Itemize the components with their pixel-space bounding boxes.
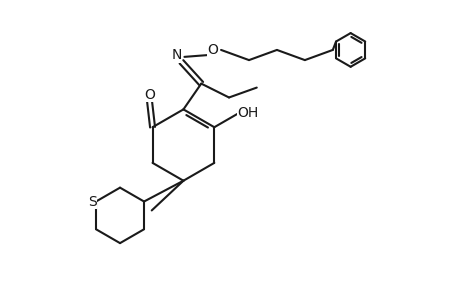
Text: OH: OH <box>237 106 258 120</box>
Text: O: O <box>207 43 218 57</box>
Text: N: N <box>171 48 181 62</box>
Text: S: S <box>88 194 96 208</box>
Text: O: O <box>144 88 155 101</box>
